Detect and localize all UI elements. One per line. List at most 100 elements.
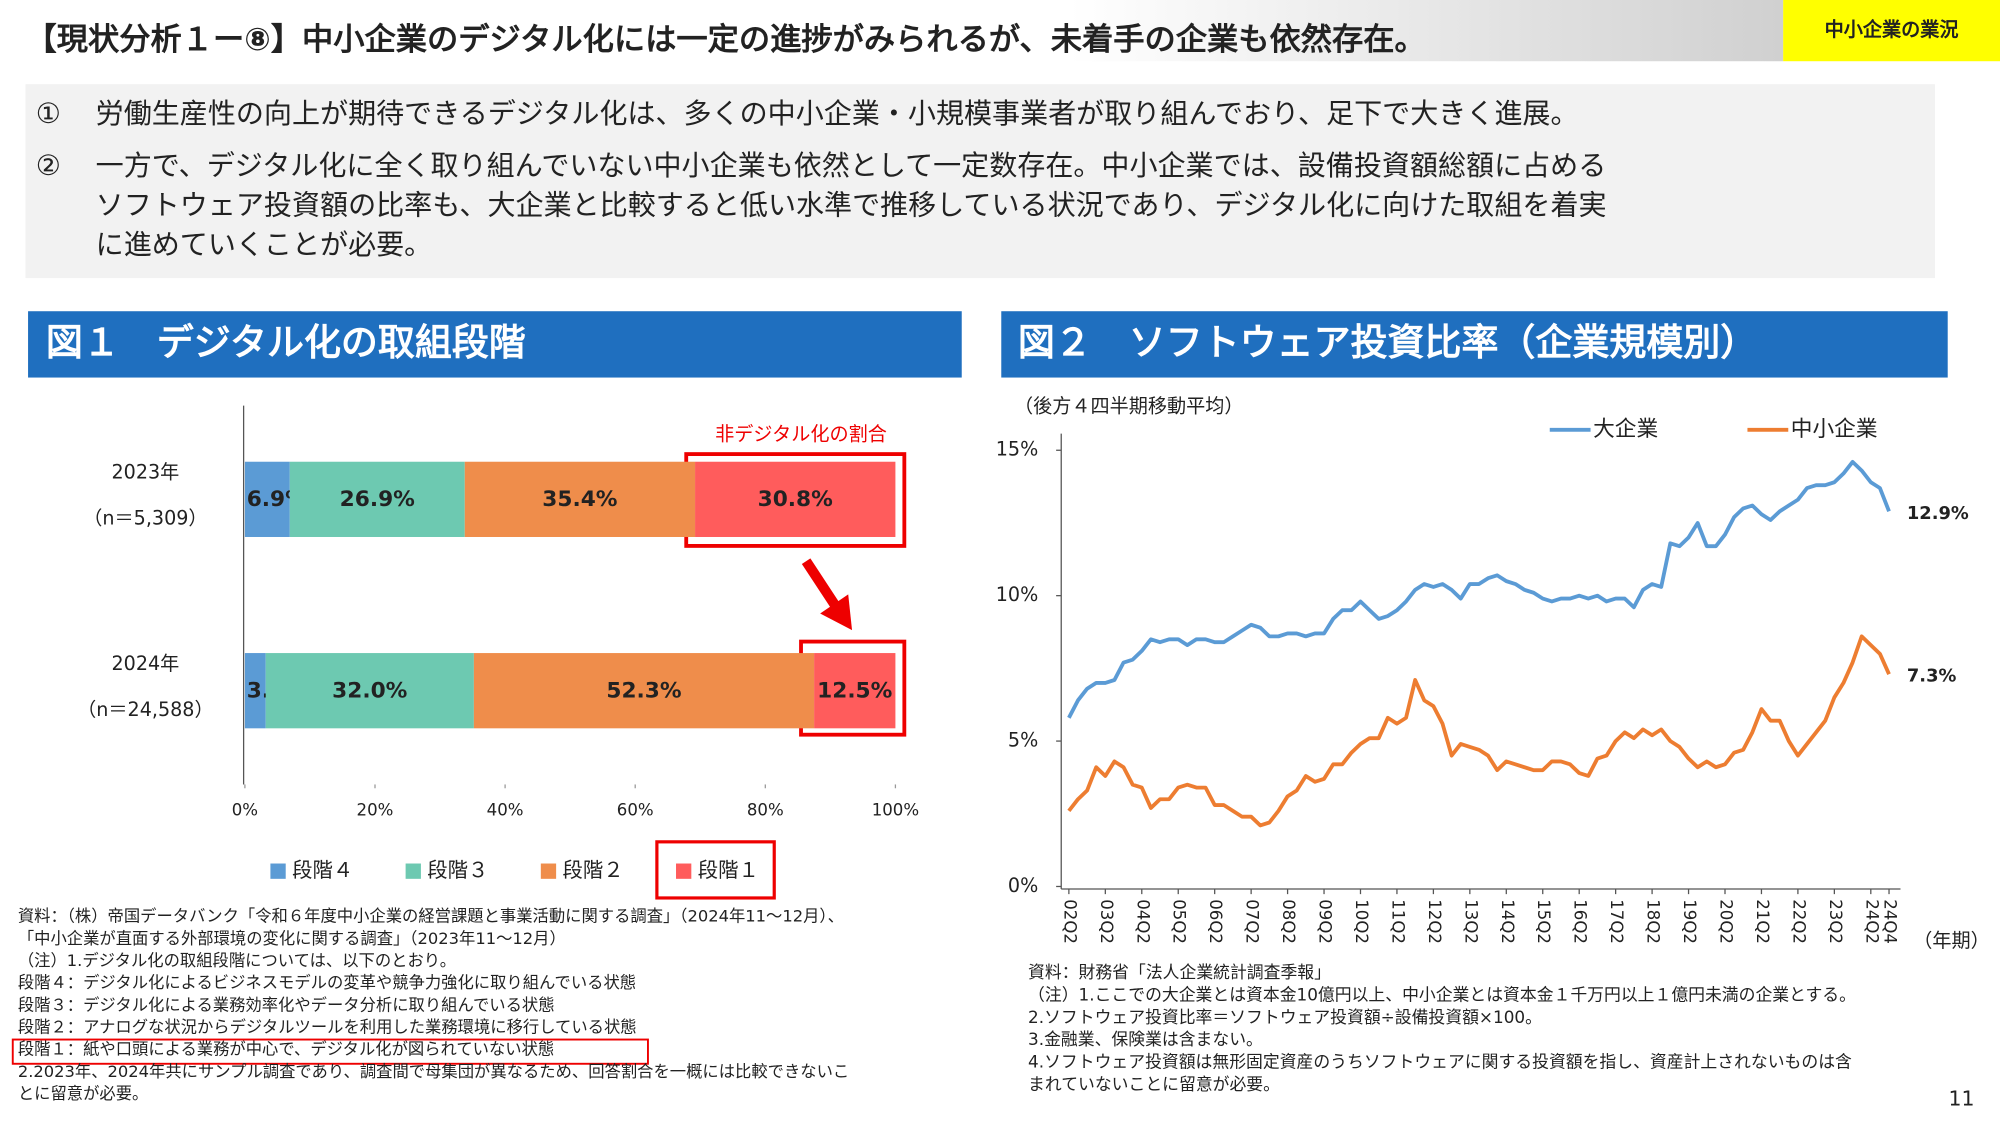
x-tick-label: 03Q2 (1097, 899, 1116, 944)
legend-label: 段階２ (563, 858, 624, 882)
bar-segment (265, 653, 474, 729)
chart-subtitle: （後方４四半期移動平均） (1014, 394, 1243, 417)
x-tick-label: 12Q2 (1425, 899, 1444, 944)
legend-label: 段階１ (698, 858, 759, 882)
data-label: 30.8% (758, 487, 833, 512)
source-note: 3.金融業、保険業は含まない。 (1028, 1029, 1263, 1049)
x-axis-label: （年期） (1913, 929, 1990, 952)
x-tick-label: 60% (617, 801, 654, 820)
source-note: 2.ソフトウェア投資比率＝ソフトウェア投資額÷設備投資額×100。 (1028, 1007, 1542, 1027)
x-tick-label: 09Q2 (1316, 899, 1335, 944)
bar-segment (695, 461, 896, 537)
x-tick-label: 15Q2 (1534, 899, 1553, 944)
y-tick-label: 10% (996, 583, 1039, 606)
x-tick-label: 06Q2 (1206, 899, 1225, 944)
x-tick-label: 40% (487, 801, 524, 820)
note-highlight (11, 1038, 649, 1065)
page-number: 11 (1949, 1086, 1975, 1110)
x-tick-label: 04Q2 (1133, 899, 1152, 944)
bullet-text: ソフトウェア投資額の比率も、大企業と比較すると低い水準で推移している状況であり、… (96, 189, 1607, 222)
bullet-text: に進めていくことが必要。 (96, 228, 433, 261)
bar-segment (244, 461, 290, 537)
header-band (0, 0, 1784, 62)
bar-segment (464, 461, 696, 537)
legend-swatch (676, 863, 692, 879)
y-tick-label: 15% (996, 438, 1039, 461)
bar-segment (814, 653, 896, 729)
category-label: 2023年 (112, 461, 180, 484)
x-tick-label: 0% (232, 801, 258, 820)
badge-text: 中小企業の業況 (1825, 18, 1959, 41)
data-label: 52.3% (606, 678, 681, 703)
data-label: 12.5% (817, 678, 892, 703)
source-note: 段階２：アナログな状況からデジタルツールを利用した業務環境に移行している状態 (18, 1018, 637, 1037)
x-tick-label: 23Q2 (1826, 899, 1845, 944)
x-tick-label: 05Q2 (1170, 899, 1189, 944)
page-title: 【現状分析１ー⑧】中小企業のデジタル化には一定の進捗がみられるが、未着手の企業も… (26, 21, 1426, 58)
source-note: 段階４：デジタル化によるビジネスモデルの変革や競争力強化に取り組んでいる状態 (18, 973, 636, 992)
legend-label: 中小企業 (1791, 417, 1878, 442)
data-label: 7.3% (1907, 666, 1957, 687)
source-note: （注）1.ここでの大企業とは資本金10億円以上、中小企業とは資本金１千万円以上１… (1028, 985, 1856, 1005)
legend-label: 大企業 (1593, 417, 1658, 442)
bullet-marker: ② (36, 149, 61, 182)
x-tick-label: 22Q2 (1789, 899, 1808, 944)
source-note: 段階１：紙や口頭による業務が中心で、デジタル化が図られていない状態 (18, 1040, 554, 1059)
bar-segment (289, 461, 465, 537)
x-tick-label: 11Q2 (1388, 899, 1407, 944)
figure-title: 図２ ソフトウェア投資比率（企業規模別） (1018, 321, 1757, 364)
bullets: ① 労働生産性の向上が期待できるデジタル化は、多くの中小企業・小規模事業者が取り組… (36, 97, 1607, 261)
y-tick-label: 0% (1008, 874, 1038, 897)
y-tick-label: 5% (1008, 729, 1038, 752)
bullet-text: 労働生産性の向上が期待できるデジタル化は、多くの中小企業・小規模事業者が取り組ん… (96, 97, 1579, 130)
legend-swatch (540, 863, 557, 879)
legend-swatch (405, 863, 421, 879)
source-note: 段階３：デジタル化による業務効率化やデータ分析に取り組んでいる状態 (18, 995, 555, 1014)
chart-1: 非デジタル化の割合 0% 20% 40% 60% 80% 100% 2023年 （n＝5,30… (11, 405, 919, 1103)
x-tick-label: 20Q2 (1717, 899, 1736, 944)
x-tick-label: 02Q2 (1060, 899, 1079, 944)
x-tick-label: 13Q2 (1461, 899, 1480, 944)
data-label: 26.9% (340, 487, 415, 512)
annotation: 非デジタル化の割合 (715, 422, 887, 445)
source-note: 4.ソフトウェア投資額は無形固定資産のうちソフトウェアに関する投資額を指し、資産… (1028, 1052, 1852, 1072)
source-note: （注）1.デジタル化の取組段階については、以下のとおり。 (18, 951, 456, 970)
badge (1783, 0, 2000, 62)
legend-label: 段階３ (427, 858, 488, 882)
source-note: とに留意が必要。 (18, 1084, 149, 1103)
category-label: 2024年 (112, 652, 180, 675)
bullet-marker: ① (36, 97, 61, 130)
figure-title: 図１ デジタル化の取組段階 (46, 321, 526, 364)
legend-highlight (655, 840, 776, 900)
x-tick-label: 100% (872, 801, 919, 820)
source-note: 資料：（株）帝国データバンク「令和６年度中小企業の経営課題と事業活動に関する調査… (18, 907, 844, 926)
x-tick-label: 08Q2 (1279, 899, 1298, 944)
x-tick-label: 80% (747, 801, 784, 820)
x-tick-label: 17Q2 (1607, 899, 1626, 944)
legend-label: 段階４ (292, 858, 353, 882)
x-tick-label: 21Q2 (1753, 899, 1772, 944)
x-tick-label: 18Q2 (1644, 899, 1663, 944)
source-note: 資料：財務省「法人企業統計調査季報」 (1028, 962, 1331, 982)
arrow (801, 558, 853, 631)
bar-segment (473, 653, 815, 729)
x-tick-label: 10Q2 (1352, 899, 1371, 944)
line-series (1067, 459, 1891, 719)
bullet-text: 一方で、デジタル化に全く取り組んでいない中小企業も依然として一定数存在。中小企業… (96, 149, 1607, 182)
category-note: （n＝24,588） (77, 698, 213, 721)
chart-2: （後方４四半期移動平均） 0% 5% 10% 15% 02Q2 03Q2 04Q2 05Q2 06… (996, 394, 1990, 1093)
x-tick-label: 24Q2 (1862, 899, 1881, 944)
source-note: まれていないことに留意が必要。 (1028, 1074, 1280, 1094)
source-note: 「中小企業が直面する外部環境の変化に関する調査」（2023年11～12月） (18, 929, 566, 948)
x-tick-label: 20% (357, 801, 394, 820)
data-label: 12.9% (1907, 503, 1969, 524)
line-series (1067, 634, 1891, 828)
x-tick-label: 24Q4 (1881, 899, 1900, 944)
x-tick-label: 16Q2 (1571, 899, 1590, 944)
source-note: 2.2023年、2024年共にサンプル調査であり、調査間で母集団が異なるため、回… (18, 1062, 849, 1081)
figure-header (1001, 311, 1948, 378)
legend-swatch (270, 863, 286, 879)
figure-header (28, 311, 962, 378)
